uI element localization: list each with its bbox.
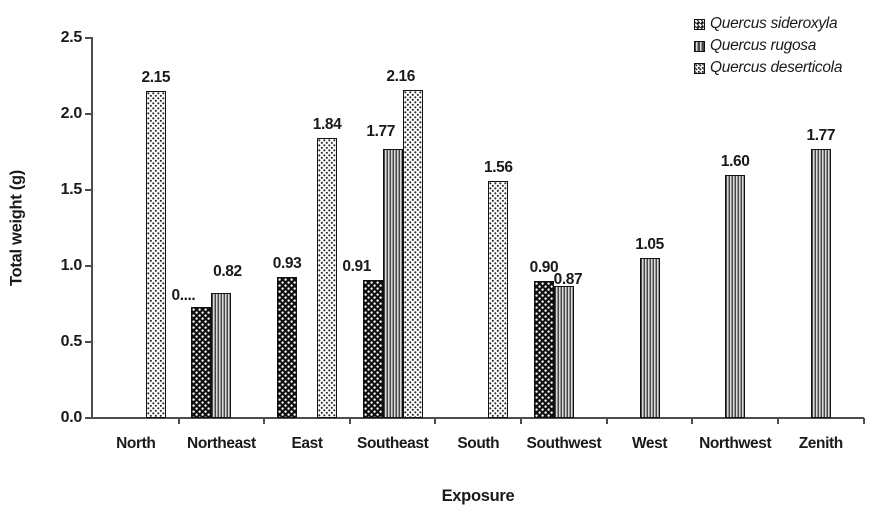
x-axis-category-label: Northwest bbox=[699, 435, 772, 452]
x-axis-category-label: South bbox=[457, 435, 500, 452]
y-axis-tick-label: 0.5 bbox=[60, 333, 83, 350]
y-axis-line bbox=[91, 37, 93, 419]
bar-value-label: 0.87 bbox=[553, 270, 583, 288]
bar-value-label: 2.16 bbox=[386, 67, 415, 85]
bar-value-label: 0.82 bbox=[213, 263, 242, 281]
x-axis-tick bbox=[862, 418, 865, 424]
y-axis-tick bbox=[85, 265, 92, 267]
rugosa-pattern-swatch-icon bbox=[694, 40, 705, 52]
legend-label: Quercus sideroxyla bbox=[710, 15, 838, 32]
y-axis-tick-label: 2.0 bbox=[60, 105, 83, 122]
bar-rugosa-northeast bbox=[211, 293, 232, 418]
bar-value-label: 0.93 bbox=[272, 254, 302, 272]
bar-rugosa-zenith bbox=[810, 148, 831, 418]
bar-value-label: 0.91 bbox=[342, 257, 371, 275]
x-axis-tick bbox=[177, 418, 180, 424]
bar-rugosa-southeast bbox=[382, 148, 403, 418]
x-axis-category-label: Northeast bbox=[187, 435, 256, 452]
bar-deserticola-southeast bbox=[402, 89, 423, 418]
legend-label: Quercus deserticola bbox=[710, 59, 843, 76]
bar-sideroxyla-east bbox=[277, 276, 298, 418]
bar-value-label: 0.90 bbox=[529, 259, 559, 277]
bar-sideroxyla-northeast bbox=[191, 307, 212, 418]
bar-value-label: 1.60 bbox=[720, 152, 750, 170]
y-axis-tick bbox=[85, 113, 92, 115]
x-axis-category-label: Southwest bbox=[526, 435, 602, 452]
x-axis-tick bbox=[263, 418, 266, 424]
bar-value-label: 2.15 bbox=[141, 69, 171, 87]
y-axis-tick-label: 1.0 bbox=[60, 257, 83, 274]
x-axis-category-label: East bbox=[291, 435, 323, 452]
bar-rugosa-northwest bbox=[725, 174, 746, 418]
x-axis-category-label: Zenith bbox=[798, 435, 843, 452]
legend-label: Quercus rugosa bbox=[710, 37, 817, 54]
x-axis-line bbox=[91, 417, 864, 419]
x-axis-category-label: North bbox=[116, 435, 156, 452]
legend: Quercus sideroxyla Quercus rugosa Quercu… bbox=[694, 13, 842, 79]
bar-rugosa-west bbox=[639, 258, 660, 418]
x-axis-tick bbox=[691, 418, 694, 424]
bar-rugosa-southwest bbox=[553, 285, 574, 418]
x-axis-tick bbox=[776, 418, 779, 424]
y-axis-tick-label: 0.0 bbox=[60, 409, 83, 426]
y-axis-tick-label: 2.5 bbox=[60, 29, 83, 46]
y-axis-tick bbox=[85, 189, 92, 191]
x-axis-tick bbox=[348, 418, 351, 424]
bar-value-label: 1.56 bbox=[484, 158, 513, 176]
bar-deserticola-south bbox=[488, 180, 509, 418]
legend-item-sideroxyla: Quercus sideroxyla bbox=[694, 13, 842, 35]
bar-value-label: 1.05 bbox=[635, 236, 664, 254]
bar-value-label: 1.84 bbox=[312, 116, 342, 134]
x-axis-tick bbox=[520, 418, 523, 424]
deserticola-pattern-swatch-icon bbox=[694, 62, 705, 74]
bar-sideroxyla-southeast bbox=[362, 279, 383, 418]
x-axis-category-label: West bbox=[631, 435, 668, 452]
y-axis-tick bbox=[85, 417, 92, 419]
legend-item-rugosa: Quercus rugosa bbox=[694, 35, 842, 57]
x-axis-tick bbox=[434, 418, 437, 424]
bar-value-label: 1.77 bbox=[806, 126, 836, 144]
bar-deserticola-north bbox=[145, 91, 166, 418]
x-axis-title: Exposure bbox=[441, 487, 515, 505]
y-axis-tick bbox=[85, 341, 92, 343]
x-axis-category-label: Southeast bbox=[357, 435, 429, 452]
x-axis-tick bbox=[605, 418, 608, 424]
bar-value-label: 1.77 bbox=[366, 122, 395, 140]
y-axis-tick-label: 1.5 bbox=[60, 181, 83, 198]
legend-item-deserticola: Quercus deserticola bbox=[694, 57, 842, 79]
bar-sideroxyla-southwest bbox=[533, 281, 554, 418]
sideroxyla-pattern-swatch-icon bbox=[694, 18, 705, 30]
y-axis-tick bbox=[85, 37, 92, 39]
bar-deserticola-east bbox=[317, 138, 338, 418]
y-axis-title: Total weight (g) bbox=[7, 170, 26, 286]
bar-value-label: 0.... bbox=[171, 287, 196, 305]
